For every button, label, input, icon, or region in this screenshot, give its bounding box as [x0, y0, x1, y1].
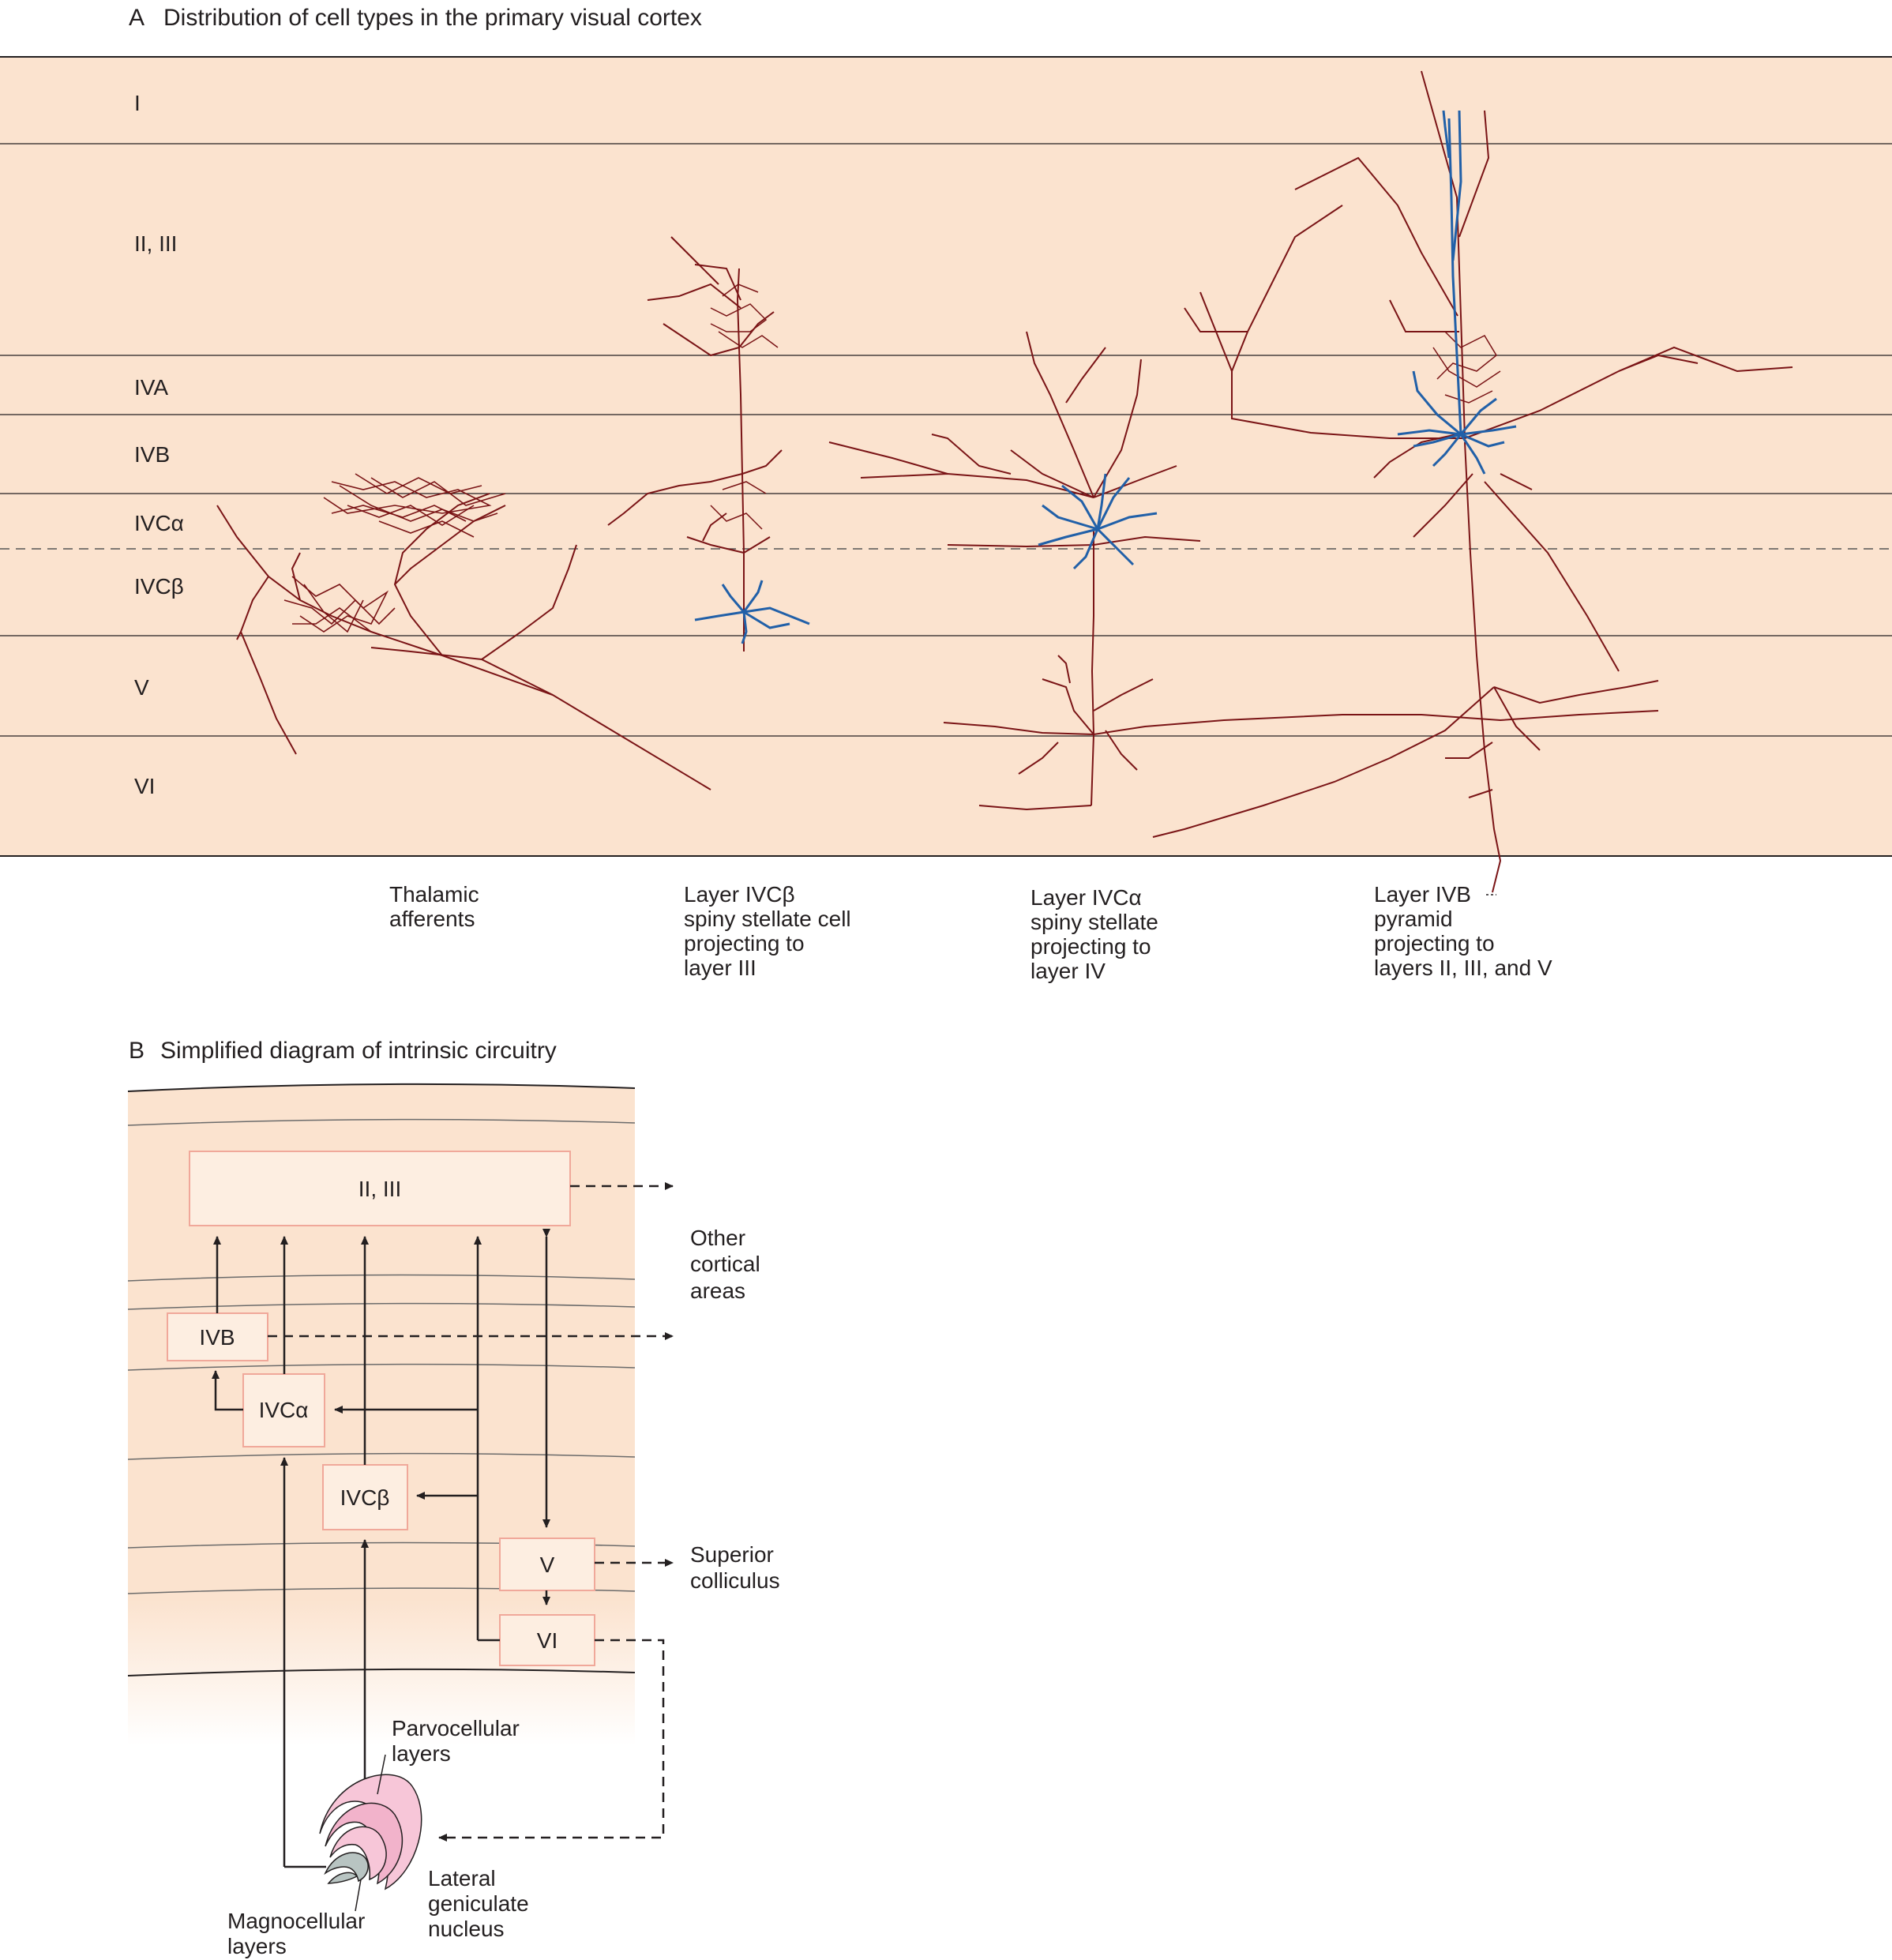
panel-a: A Distribution of cell types in the prim… — [0, 5, 1892, 983]
layer-label-i: I — [134, 91, 141, 115]
lgn-leader-lines — [355, 1754, 386, 1912]
lgn-labels: Parvocellular layers Magnocellular layer… — [227, 1716, 529, 1958]
caption-ivca-line3: projecting to — [1030, 934, 1151, 959]
layer-label-ivb: IVB — [134, 442, 170, 467]
label-magnocellular-line2: layers — [227, 1934, 287, 1958]
panel-a-letter: A — [129, 5, 145, 31]
lateral-geniculate-nucleus — [319, 1774, 422, 1891]
box-layer-ivb: IVB — [167, 1312, 268, 1361]
caption-ivcb-line4: layer III — [684, 956, 756, 980]
box-layer-vi-label: VI — [537, 1628, 557, 1653]
label-lgn-line3: nucleus — [428, 1917, 505, 1941]
cortex-section-top — [127, 1083, 636, 1092]
box-layer-ii-iii: II, III — [189, 1151, 571, 1226]
box-layer-ii-iii-label: II, III — [359, 1177, 401, 1201]
caption-ivb-line2: pyramid — [1374, 907, 1453, 931]
caption-thalamic-line2: afferents — [389, 907, 475, 931]
box-layer-vi: VI — [499, 1614, 595, 1666]
box-layer-ivc-beta: IVCβ — [322, 1464, 408, 1530]
label-superior-colliculus-line1: Superior — [690, 1542, 774, 1567]
label-parvocellular-line2: layers — [392, 1741, 451, 1766]
box-layer-v: V — [499, 1538, 595, 1591]
caption-thalamic-line1: Thalamic — [389, 882, 479, 907]
layer-label-v: V — [134, 675, 149, 700]
label-other-cortical-line3: areas — [690, 1279, 745, 1303]
box-layer-ivc-beta-label: IVCβ — [340, 1485, 390, 1510]
label-lgn-line1: Lateral — [428, 1866, 496, 1891]
panel-a-captions: Thalamic afferents Layer IVCβ spiny stel… — [389, 882, 1552, 983]
layer-labels: I II, III IVA IVB IVCα IVCβ V VI — [134, 91, 184, 798]
ivc-beta-stellate-cell — [607, 236, 810, 651]
caption-ivca-line4: layer IV — [1030, 959, 1106, 983]
output-labels: Other cortical areas Superior colliculus — [690, 1226, 780, 1593]
layer-label-ii-iii: II, III — [134, 231, 177, 256]
layer-label-vi: VI — [134, 774, 155, 798]
panel-b: B Simplified diagram of intrinsic circui… — [127, 1038, 780, 1958]
panel-b-letter: B — [129, 1038, 145, 1064]
ivb-pyramidal-cell — [1152, 70, 1793, 893]
layer-label-ivc-beta: IVCβ — [134, 574, 184, 599]
label-other-cortical-line1: Other — [690, 1226, 745, 1250]
caption-ivcb-line1: Layer IVCβ — [684, 882, 795, 907]
panel-a-title: Distribution of cell types in the primar… — [163, 5, 702, 31]
box-layer-ivb-label: IVB — [199, 1325, 235, 1350]
label-magnocellular-line1: Magnocellular — [227, 1909, 365, 1933]
label-lgn-line2: geniculate — [428, 1891, 529, 1916]
label-parvocellular-line1: Parvocellular — [392, 1716, 520, 1740]
layer-boundaries — [0, 143, 1892, 737]
caption-ivb-line1: Layer IVB — [1374, 882, 1471, 907]
circuit-arrows — [212, 1229, 550, 1868]
panel-b-title: Simplified diagram of intrinsic circuitr… — [160, 1038, 557, 1064]
ivc-alpha-stellate-cell — [828, 331, 1659, 811]
caption-ivca-line1: Layer IVCα — [1030, 885, 1142, 910]
box-layer-ivc-alpha-label: IVCα — [259, 1398, 309, 1422]
arrow-vi-to-lgn — [438, 1639, 665, 1842]
caption-ivb-line4: layers II, III, and V — [1374, 956, 1552, 980]
caption-ivca-line2: spiny stellate — [1030, 910, 1158, 934]
output-arrows — [268, 1182, 674, 1842]
caption-ivb-line3: projecting to — [1374, 931, 1495, 956]
caption-ivcb-line2: spiny stellate cell — [684, 907, 851, 931]
arrow-ivca-to-ivb — [212, 1370, 243, 1411]
cortex-section-bottom — [127, 1668, 636, 1677]
thalamic-afferents — [216, 473, 711, 790]
label-other-cortical-line2: cortical — [690, 1252, 760, 1276]
box-layer-v-label: V — [540, 1553, 555, 1577]
label-superior-colliculus-line2: colliculus — [690, 1568, 780, 1593]
caption-ivcb-line3: projecting to — [684, 931, 805, 956]
box-layer-ivc-alpha: IVCα — [242, 1373, 325, 1447]
layer-label-ivc-alpha: IVCα — [134, 511, 184, 535]
layer-label-iva: IVA — [134, 375, 168, 400]
